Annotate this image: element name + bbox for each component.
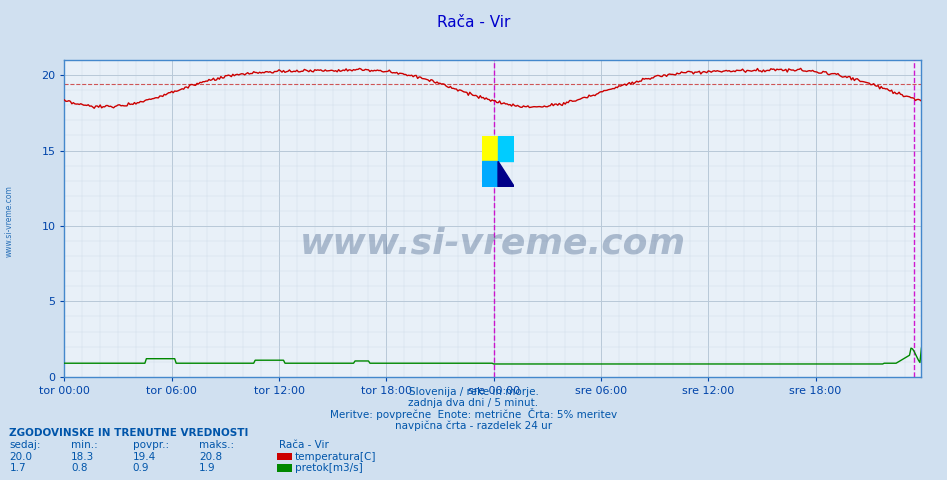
- Text: povpr.:: povpr.:: [133, 440, 169, 450]
- Text: Rača - Vir: Rača - Vir: [437, 15, 510, 30]
- Text: 1.9: 1.9: [199, 463, 216, 473]
- Text: min.:: min.:: [71, 440, 98, 450]
- Text: 18.3: 18.3: [71, 452, 95, 462]
- Text: ZGODOVINSKE IN TRENUTNE VREDNOSTI: ZGODOVINSKE IN TRENUTNE VREDNOSTI: [9, 428, 249, 438]
- Text: maks.:: maks.:: [199, 440, 234, 450]
- Text: 19.4: 19.4: [133, 452, 156, 462]
- Text: zadnja dva dni / 5 minut.: zadnja dva dni / 5 minut.: [408, 398, 539, 408]
- Text: www.si-vreme.com: www.si-vreme.com: [300, 227, 686, 261]
- Text: 0.8: 0.8: [71, 463, 87, 473]
- Text: navpična črta - razdelek 24 ur: navpična črta - razdelek 24 ur: [395, 420, 552, 431]
- Text: 20.8: 20.8: [199, 452, 222, 462]
- Text: temperatura[C]: temperatura[C]: [295, 452, 376, 462]
- Text: www.si-vreme.com: www.si-vreme.com: [5, 185, 14, 257]
- Text: Rača - Vir: Rača - Vir: [279, 440, 330, 450]
- Text: Slovenija / reke in morje.: Slovenija / reke in morje.: [408, 386, 539, 396]
- Text: 20.0: 20.0: [9, 452, 32, 462]
- Text: pretok[m3/s]: pretok[m3/s]: [295, 463, 363, 473]
- Text: Meritve: povprečne  Enote: metrične  Črta: 5% meritev: Meritve: povprečne Enote: metrične Črta:…: [330, 408, 617, 420]
- Text: 0.9: 0.9: [133, 463, 149, 473]
- Text: 1.7: 1.7: [9, 463, 27, 473]
- Text: sedaj:: sedaj:: [9, 440, 41, 450]
